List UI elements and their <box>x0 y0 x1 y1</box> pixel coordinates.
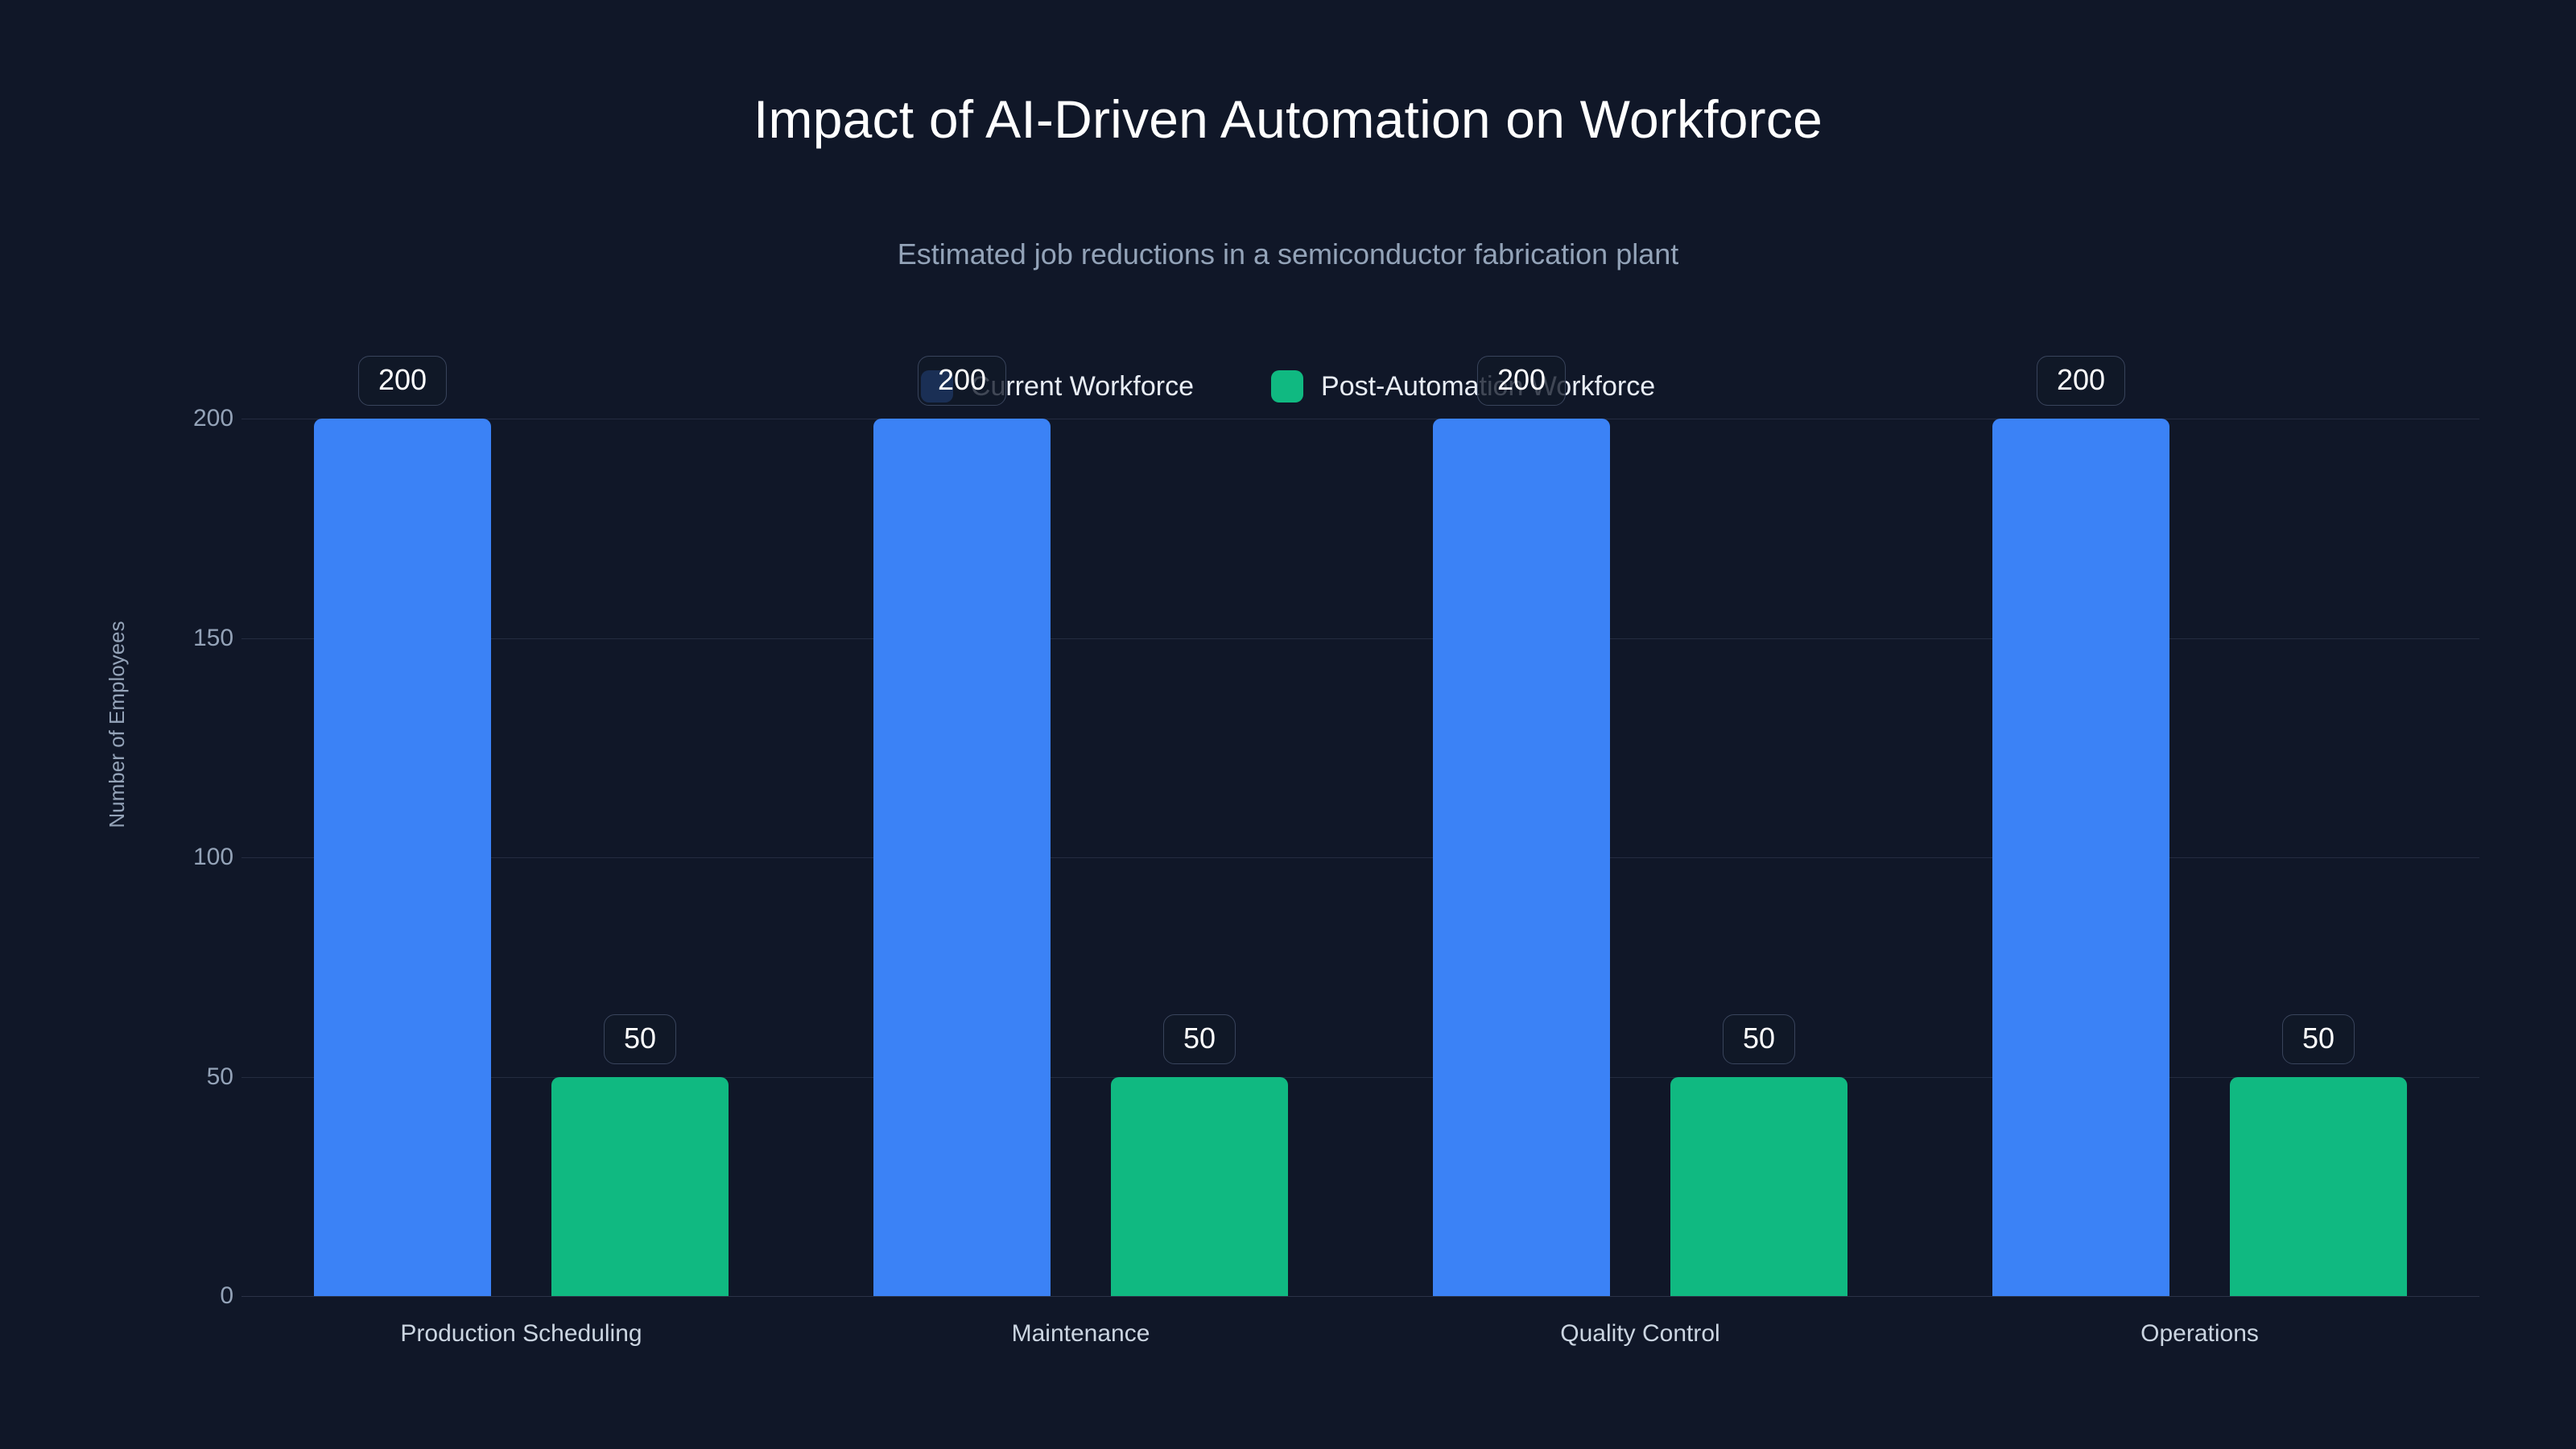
y-axis-tick-label: 100 <box>193 844 234 870</box>
bar[interactable] <box>314 419 491 1296</box>
chart-subtitle: Estimated job reductions in a semiconduc… <box>897 237 1679 270</box>
bar-value-label: 50 <box>2281 1013 2355 1064</box>
bar[interactable] <box>1433 419 1610 1296</box>
bar-value-label: 50 <box>603 1013 677 1064</box>
bar[interactable] <box>1670 1076 1847 1296</box>
bar-value-label: 50 <box>1722 1013 1796 1064</box>
bar-value-label: 50 <box>1162 1013 1236 1064</box>
bar-value-label: 200 <box>2036 356 2126 406</box>
x-axis-category-label: Production Scheduling <box>400 1320 642 1347</box>
x-axis-category-label: Maintenance <box>1011 1320 1150 1347</box>
x-axis-category-label: Quality Control <box>1560 1320 1720 1347</box>
legend-item[interactable]: Post-Automation Workforce <box>1271 370 1655 402</box>
plot-area: 0 50 100 150 200 <box>193 405 2479 1309</box>
bar[interactable] <box>1111 1076 1288 1296</box>
gridline <box>242 638 2479 639</box>
bar[interactable] <box>1992 419 2169 1296</box>
y-axis-tick-label: 50 <box>206 1063 233 1090</box>
chart-title: Impact of AI-Driven Automation on Workfo… <box>753 89 1823 149</box>
gridline <box>242 1076 2479 1078</box>
bar[interactable] <box>2230 1076 2407 1296</box>
y-axis-tick-label: 150 <box>193 624 234 651</box>
bar-value-label: 200 <box>917 356 1007 406</box>
bar-value-label: 200 <box>1476 356 1567 406</box>
gridline <box>242 1296 2479 1297</box>
bar-value-label: 200 <box>357 356 448 406</box>
y-axis-tick-label: 200 <box>193 405 234 431</box>
y-axis-title: Number of Employees <box>105 621 129 828</box>
gridline <box>242 857 2479 858</box>
legend-label: Current Workforce <box>970 370 1195 402</box>
x-axis-category-label: Operations <box>2140 1320 2259 1347</box>
legend-swatch-icon <box>1271 370 1304 402</box>
legend-item[interactable]: Current Workforce <box>920 370 1195 402</box>
bar[interactable] <box>873 419 1051 1296</box>
bar[interactable] <box>551 1076 729 1296</box>
y-axis-tick-label: 0 <box>220 1282 233 1309</box>
